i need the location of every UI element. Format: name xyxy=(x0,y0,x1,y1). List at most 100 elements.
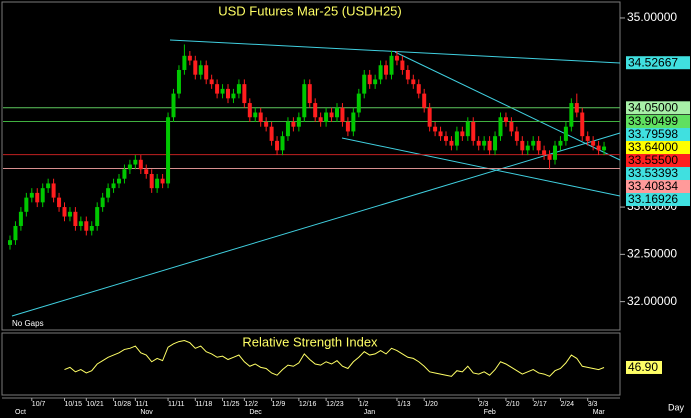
candle-body xyxy=(416,84,421,94)
month-label: Jan xyxy=(364,409,375,416)
candle-body xyxy=(95,207,100,226)
candle-body xyxy=(411,79,416,85)
rsi-label: 46.90 xyxy=(628,360,658,374)
level-label: 34.05000 xyxy=(628,100,678,114)
candle-body xyxy=(498,117,503,137)
trendline xyxy=(341,137,621,197)
candle-body xyxy=(226,88,230,99)
y-tick-label: 32.00000 xyxy=(627,294,677,308)
candle-body xyxy=(454,131,459,146)
candle-body xyxy=(558,140,563,146)
candle-body xyxy=(602,146,607,151)
candle-body xyxy=(482,140,487,146)
candle-body xyxy=(242,84,247,104)
candle-body xyxy=(231,93,236,99)
candle-body xyxy=(62,207,67,217)
candle-body xyxy=(553,145,557,160)
month-label: Mar xyxy=(593,409,606,416)
candle-body xyxy=(476,140,481,146)
price-panel xyxy=(1,1,621,331)
level-label-box xyxy=(626,128,690,142)
candle-body xyxy=(378,65,383,80)
rsi-title: Relative Strength Index xyxy=(242,334,378,349)
candle-body xyxy=(493,136,498,151)
rsi-line xyxy=(64,339,605,377)
candle-body xyxy=(531,140,536,146)
candle-body xyxy=(149,173,154,189)
month-label: Feb xyxy=(484,409,496,416)
x-tick-label: 1/20 xyxy=(424,401,438,408)
candle-body xyxy=(144,169,149,174)
candle-body xyxy=(596,145,601,151)
trendline xyxy=(11,132,621,317)
candle-body xyxy=(275,140,280,151)
candle-body xyxy=(182,55,187,70)
candle-body xyxy=(340,107,345,122)
candle-body xyxy=(574,103,579,113)
x-tick-label: 2/24 xyxy=(560,401,574,408)
candle-body xyxy=(247,103,252,118)
candle-body xyxy=(106,188,111,198)
candle-body xyxy=(160,178,165,184)
candle-body xyxy=(122,169,127,179)
candle-body xyxy=(547,155,552,160)
x-tick-label: 10/15 xyxy=(65,401,83,408)
candle-body xyxy=(264,121,269,127)
level-label-box xyxy=(626,101,690,115)
candle-body xyxy=(13,225,18,241)
x-axis-label: Day xyxy=(668,402,685,412)
candle-body xyxy=(117,178,121,184)
candle-body xyxy=(258,112,263,122)
candle-body xyxy=(138,159,143,170)
level-label: 33.90499 xyxy=(628,114,678,128)
candle-body xyxy=(367,74,372,85)
candle-body xyxy=(405,69,410,80)
candle-body xyxy=(460,131,465,137)
candle-body xyxy=(285,121,290,137)
candle-body xyxy=(503,117,508,122)
x-tick-label: 12/9 xyxy=(272,401,286,408)
trendlines xyxy=(11,39,621,317)
rsi-label-box xyxy=(626,360,662,374)
level-label: 33.55500 xyxy=(628,153,678,167)
candle-body xyxy=(465,121,470,137)
candle-body xyxy=(24,197,29,212)
candle-body xyxy=(384,65,389,75)
candle-body xyxy=(536,140,541,151)
level-label: 33.16926 xyxy=(628,192,678,206)
level-label-box xyxy=(626,193,690,207)
candle-body xyxy=(198,65,203,75)
candle-body xyxy=(84,221,89,231)
month-label: Nov xyxy=(140,409,153,416)
candle-body xyxy=(193,60,198,75)
candle-body xyxy=(563,126,568,141)
candle-body xyxy=(73,211,78,226)
candle-body xyxy=(509,121,514,132)
candle-body xyxy=(166,117,171,184)
x-tick-label: 12/2 xyxy=(244,401,258,408)
candle-body xyxy=(215,84,220,94)
candle-body xyxy=(525,145,530,151)
level-label: 33.40834 xyxy=(628,179,678,193)
level-label-box xyxy=(626,115,690,129)
candle-body xyxy=(8,240,12,245)
candle-body xyxy=(444,136,448,141)
candle-body xyxy=(389,55,394,75)
candle-body xyxy=(176,69,181,94)
candle-body xyxy=(209,79,214,85)
candle-body xyxy=(18,211,23,226)
level-label-box xyxy=(626,154,690,168)
candle-body xyxy=(171,93,176,118)
candle-body xyxy=(29,192,34,198)
candle-body xyxy=(51,183,56,198)
candle-body xyxy=(335,107,339,118)
candle-body xyxy=(520,140,525,151)
y-tick-label: 35.00000 xyxy=(627,10,677,24)
candle-body xyxy=(155,178,160,189)
candle-body xyxy=(542,150,547,156)
candle-body xyxy=(313,103,318,118)
level-label: 34.52667 xyxy=(628,55,678,69)
x-tick-label: 1/2 xyxy=(359,401,369,408)
candle-body xyxy=(253,112,258,118)
